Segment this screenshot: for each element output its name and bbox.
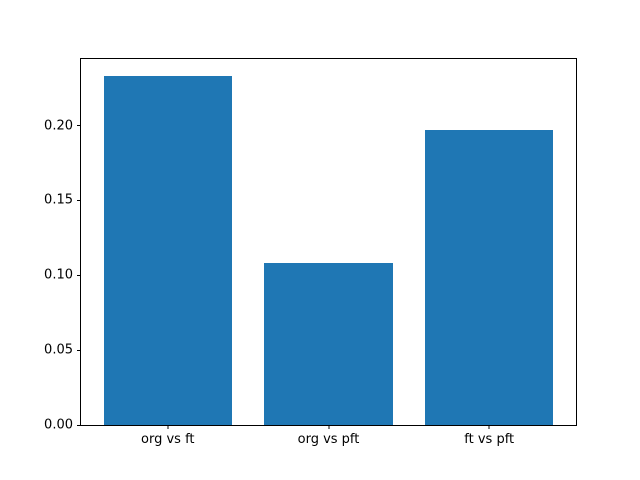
- bar-org-vs-pft: [264, 263, 393, 425]
- x-axis-tick: [488, 425, 490, 429]
- bar-org-vs-ft: [103, 76, 233, 425]
- x-axis-tick: [328, 425, 329, 429]
- x-axis-tick-label: org vs ft: [141, 432, 195, 447]
- y-axis-tick: [77, 424, 81, 426]
- y-axis-tick: [77, 199, 81, 201]
- y-axis-tick-label: 0.05: [44, 342, 73, 358]
- y-axis-tick: [77, 349, 81, 351]
- x-axis-tick-label: ft vs pft: [464, 432, 515, 447]
- y-axis-tick-label: 0.00: [44, 417, 73, 433]
- y-axis-tick: [77, 274, 81, 276]
- y-axis-tick-label: 0.10: [44, 267, 73, 283]
- x-axis-tick-label: org vs pft: [297, 432, 360, 447]
- y-axis-tick-label: 0.15: [44, 192, 73, 208]
- bar-ft-vs-pft: [424, 130, 554, 425]
- y-axis-tick: [77, 125, 81, 127]
- plot-area: 0.00 0.05 0.10 0.15 0.20 org vs ft org vs pft f…: [44, 58, 577, 446]
- x-axis-tick: [167, 425, 169, 429]
- y-axis-tick-label: 0.20: [44, 118, 73, 134]
